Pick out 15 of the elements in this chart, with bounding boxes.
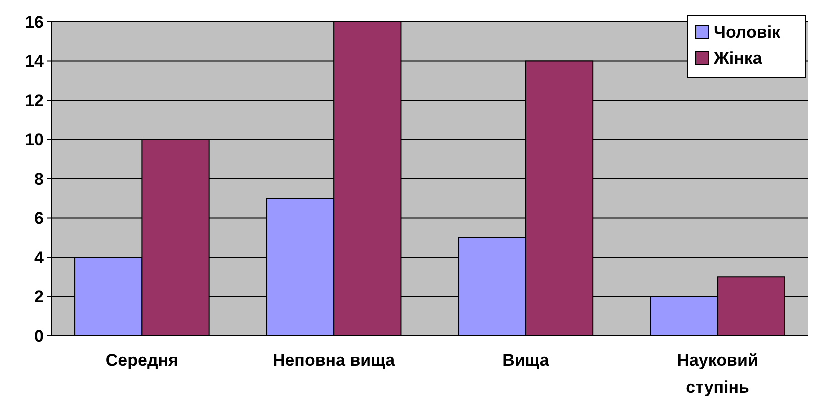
y-tick-label: 8 (34, 170, 44, 189)
x-tick-label: Неповна вища (272, 351, 396, 370)
x-tick-label: Вища (502, 351, 550, 370)
y-tick-label: 10 (25, 130, 44, 150)
y-tick-label: 0 (34, 326, 44, 346)
y-tick-label: 6 (34, 209, 44, 228)
y-tick-label: 2 (34, 288, 44, 307)
x-tick-label: Середня (106, 351, 178, 370)
legend-label: Чоловік (714, 23, 782, 42)
legend-label: Жінка (713, 49, 763, 68)
y-tick-label: 14 (25, 52, 45, 72)
x-tick-label: Науковий ступінь (677, 351, 758, 397)
y-tick-label: 12 (25, 91, 44, 110)
y-tick-label: 16 (25, 12, 44, 32)
y-tick-label: 4 (34, 248, 45, 268)
